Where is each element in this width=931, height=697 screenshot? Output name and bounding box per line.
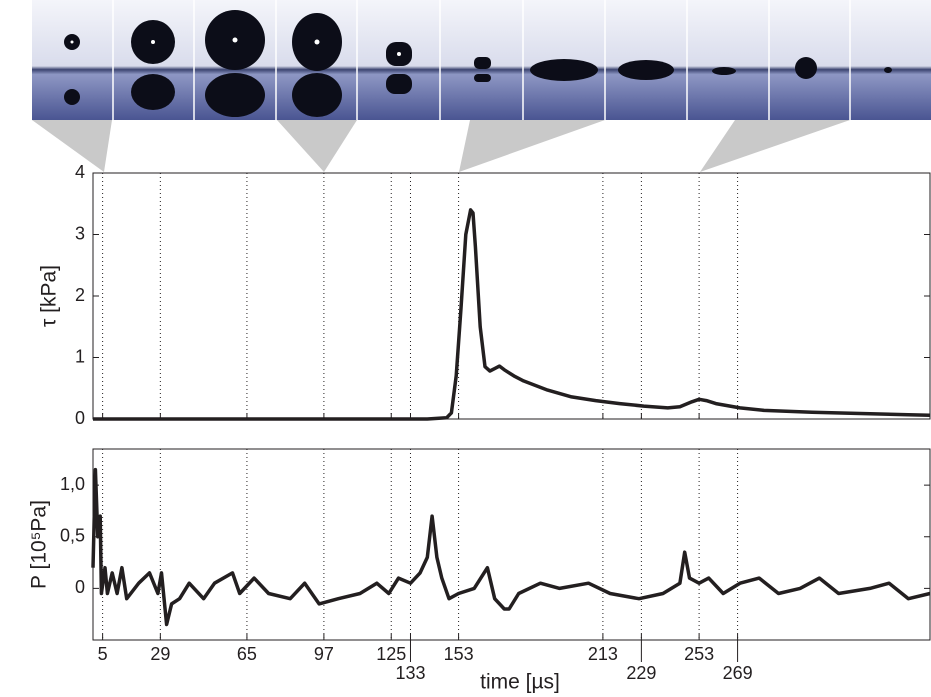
y-tick-label: 0,5 [60, 526, 85, 546]
y-tick-label: 0 [75, 408, 85, 428]
data-line [91, 467, 931, 627]
x-axis-label: time [µs] [480, 671, 560, 694]
x-tick-label: 269 [723, 663, 753, 683]
x-tick-label: 133 [395, 663, 425, 683]
y-tick-label: 4 [75, 162, 85, 182]
data-line [93, 208, 931, 421]
frame-connectors [32, 120, 850, 172]
x-tick-label: 213 [588, 644, 618, 664]
y-tick-label: 1 [75, 346, 85, 366]
x-tick-label: 229 [626, 663, 656, 683]
x-tick-label: 29 [150, 644, 170, 664]
y-tick-label: 2 [75, 285, 85, 305]
plot-frame [92, 172, 931, 420]
y-axis-label: P [10⁵Pa] [28, 500, 51, 589]
y-tick-label: 0 [75, 577, 85, 597]
y-tick-label: 3 [75, 223, 85, 243]
x-tick-label: 153 [444, 644, 474, 664]
y-tick-label: 1,0 [60, 474, 85, 494]
x-tick-label: 5 [98, 644, 108, 664]
y-axis-label: τ [kPa] [38, 265, 61, 327]
x-tick-label: 253 [684, 644, 714, 664]
plot-frame [92, 448, 931, 641]
x-tick-label: 65 [237, 644, 257, 664]
x-tick-label: 125 [376, 644, 406, 664]
image-strip [32, 0, 931, 120]
x-tick-label: 97 [314, 644, 334, 664]
